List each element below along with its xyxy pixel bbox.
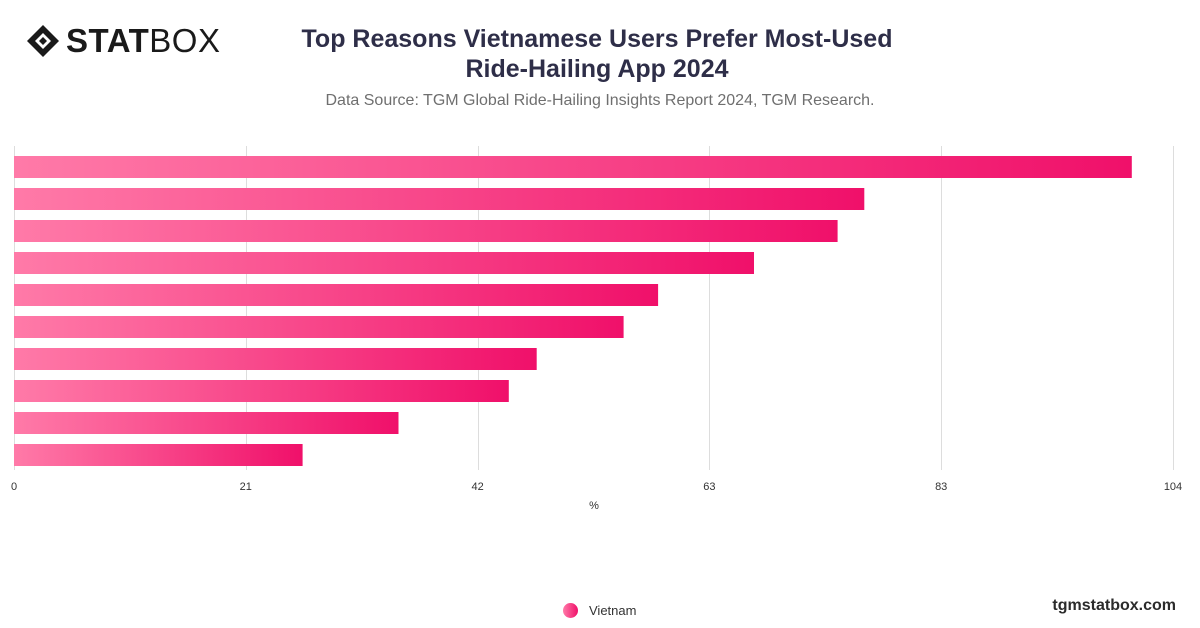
bar[interactable]: [14, 316, 624, 338]
bars: [14, 156, 1132, 466]
statbox-logo[interactable]: STATBOX: [26, 24, 220, 58]
chart-title: Top Reasons Vietnamese Users Prefer Most…: [297, 24, 897, 84]
logo-wordmark-light: BOX: [149, 22, 221, 59]
bar[interactable]: [14, 380, 509, 402]
legend-swatch-vietnam: [563, 603, 578, 618]
x-tick-label: 63: [703, 481, 715, 493]
bar[interactable]: [14, 220, 838, 242]
bar[interactable]: [14, 412, 399, 434]
x-tick-label: 42: [471, 481, 483, 493]
logo-wordmark-bold: STAT: [66, 22, 150, 59]
brand-url[interactable]: tgmstatbox.com: [1052, 597, 1176, 614]
bar[interactable]: [14, 348, 537, 370]
chart-title-line-2: Ride-Hailing App 2024: [465, 55, 729, 83]
legend-label-vietnam: Vietnam: [589, 603, 637, 618]
legend[interactable]: Vietnam: [563, 603, 636, 618]
bar[interactable]: [14, 252, 754, 274]
data-source: Data Source: TGM Global Ride-Hailing Ins…: [325, 92, 875, 109]
bar[interactable]: [14, 188, 865, 210]
bar[interactable]: [14, 444, 303, 466]
chart-title-line-1: Top Reasons Vietnamese Users Prefer Most…: [301, 25, 893, 53]
diamond-logo-icon: [27, 25, 59, 57]
bar[interactable]: [14, 284, 659, 306]
bar[interactable]: [14, 156, 1132, 178]
x-tick-label: 83: [935, 481, 947, 493]
x-axis-ticks: 0 21 42 63 83 104: [11, 481, 1182, 493]
x-tick-label: 21: [240, 481, 252, 493]
logo-wordmark: STATBOX: [66, 24, 220, 58]
x-axis-label: %: [589, 500, 599, 512]
x-tick-label: 0: [11, 481, 17, 493]
x-tick-label: 104: [1164, 481, 1182, 493]
